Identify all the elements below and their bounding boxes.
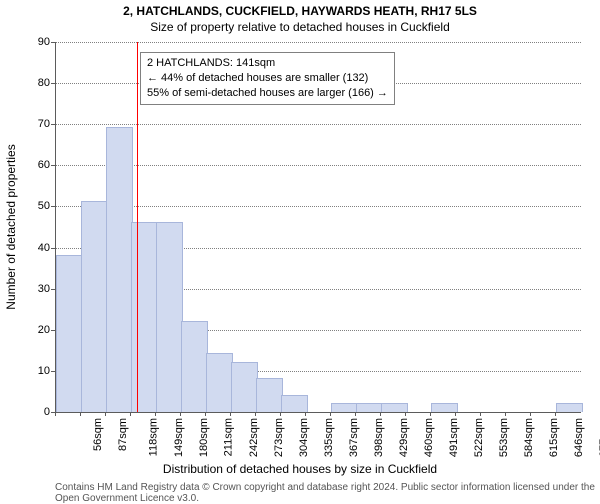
xtick-mark bbox=[505, 412, 506, 416]
xtick-mark bbox=[405, 412, 406, 416]
xtick-label: 118sqm bbox=[148, 418, 160, 456]
histogram-bar bbox=[131, 222, 158, 412]
x-axis-label: Distribution of detached houses by size … bbox=[0, 462, 600, 476]
histogram-bar bbox=[56, 255, 83, 412]
xtick-label: 646sqm bbox=[573, 418, 585, 457]
xtick-mark bbox=[430, 412, 431, 416]
histogram-bar bbox=[206, 353, 233, 412]
xtick-label: 335sqm bbox=[323, 418, 335, 457]
y-axis-label: Number of detached properties bbox=[4, 144, 18, 309]
xtick-label: 615sqm bbox=[548, 418, 560, 457]
xtick-label: 491sqm bbox=[448, 418, 460, 457]
xtick-mark bbox=[255, 412, 256, 416]
histogram-bar bbox=[381, 403, 408, 412]
xtick-mark bbox=[555, 412, 556, 416]
xtick-mark bbox=[55, 412, 56, 416]
xtick-mark bbox=[305, 412, 306, 416]
histogram-bar bbox=[331, 403, 358, 412]
histogram-bar bbox=[281, 395, 308, 412]
xtick-label: 429sqm bbox=[398, 418, 410, 457]
ytick-label: 90 bbox=[38, 36, 50, 48]
xtick-label: 553sqm bbox=[498, 418, 510, 457]
xtick-mark bbox=[230, 412, 231, 416]
xtick-mark bbox=[530, 412, 531, 416]
xtick-label: 149sqm bbox=[173, 418, 185, 457]
xtick-label: 56sqm bbox=[92, 418, 104, 451]
ytick-label: 70 bbox=[38, 118, 50, 130]
ytick-label: 10 bbox=[38, 365, 50, 377]
xtick-label: 273sqm bbox=[273, 418, 285, 457]
xtick-mark bbox=[205, 412, 206, 416]
xtick-mark bbox=[480, 412, 481, 416]
xtick-mark bbox=[355, 412, 356, 416]
ytick-label: 20 bbox=[38, 324, 50, 336]
xtick-mark bbox=[80, 412, 81, 416]
xtick-mark bbox=[130, 412, 131, 416]
ytick-label: 0 bbox=[44, 406, 50, 418]
histogram-bar bbox=[231, 362, 258, 412]
xtick-label: 584sqm bbox=[523, 418, 535, 457]
chart-subtitle: Size of property relative to detached ho… bbox=[0, 20, 600, 34]
marker-vertical-line bbox=[137, 42, 138, 412]
ytick-label: 30 bbox=[38, 283, 50, 295]
ytick-label: 80 bbox=[38, 77, 50, 89]
ytick-label: 40 bbox=[38, 242, 50, 254]
annotation-line: ← 44% of detached houses are smaller (13… bbox=[147, 71, 388, 86]
xtick-mark bbox=[380, 412, 381, 416]
xtick-mark bbox=[455, 412, 456, 416]
annotation-line: 2 HATCHLANDS: 141sqm bbox=[147, 56, 388, 71]
xtick-mark bbox=[155, 412, 156, 416]
xtick-mark bbox=[105, 412, 106, 416]
xtick-label: 180sqm bbox=[198, 418, 210, 457]
xtick-label: 398sqm bbox=[374, 418, 386, 457]
xtick-label: 304sqm bbox=[298, 418, 310, 457]
xtick-label: 367sqm bbox=[349, 418, 361, 457]
histogram-bar bbox=[81, 201, 108, 412]
footer-attribution: Contains HM Land Registry data © Crown c… bbox=[55, 482, 600, 504]
xtick-label: 522sqm bbox=[473, 418, 485, 457]
xtick-label: 242sqm bbox=[248, 418, 260, 457]
histogram-bar bbox=[156, 222, 183, 412]
histogram-bar bbox=[431, 403, 458, 412]
ytick-label: 50 bbox=[38, 200, 50, 212]
chart-title-address: 2, HATCHLANDS, CUCKFIELD, HAYWARDS HEATH… bbox=[0, 4, 600, 18]
chart-container: 2, HATCHLANDS, CUCKFIELD, HAYWARDS HEATH… bbox=[0, 0, 600, 500]
histogram-bar bbox=[106, 127, 133, 412]
xtick-label: 87sqm bbox=[117, 418, 129, 451]
histogram-bar bbox=[256, 378, 283, 412]
plot-area: 2 HATCHLANDS: 141sqm← 44% of detached ho… bbox=[55, 42, 581, 413]
annotation-box: 2 HATCHLANDS: 141sqm← 44% of detached ho… bbox=[140, 52, 395, 105]
ytick-label: 60 bbox=[38, 159, 50, 171]
xtick-mark bbox=[280, 412, 281, 416]
xtick-mark bbox=[330, 412, 331, 416]
xtick-mark bbox=[180, 412, 181, 416]
histogram-bar bbox=[181, 321, 208, 412]
xtick-label: 211sqm bbox=[222, 418, 234, 456]
histogram-bar bbox=[556, 403, 583, 412]
xtick-label: 460sqm bbox=[423, 418, 435, 457]
annotation-line: 55% of semi-detached houses are larger (… bbox=[147, 86, 388, 101]
histogram-bar bbox=[356, 403, 383, 412]
